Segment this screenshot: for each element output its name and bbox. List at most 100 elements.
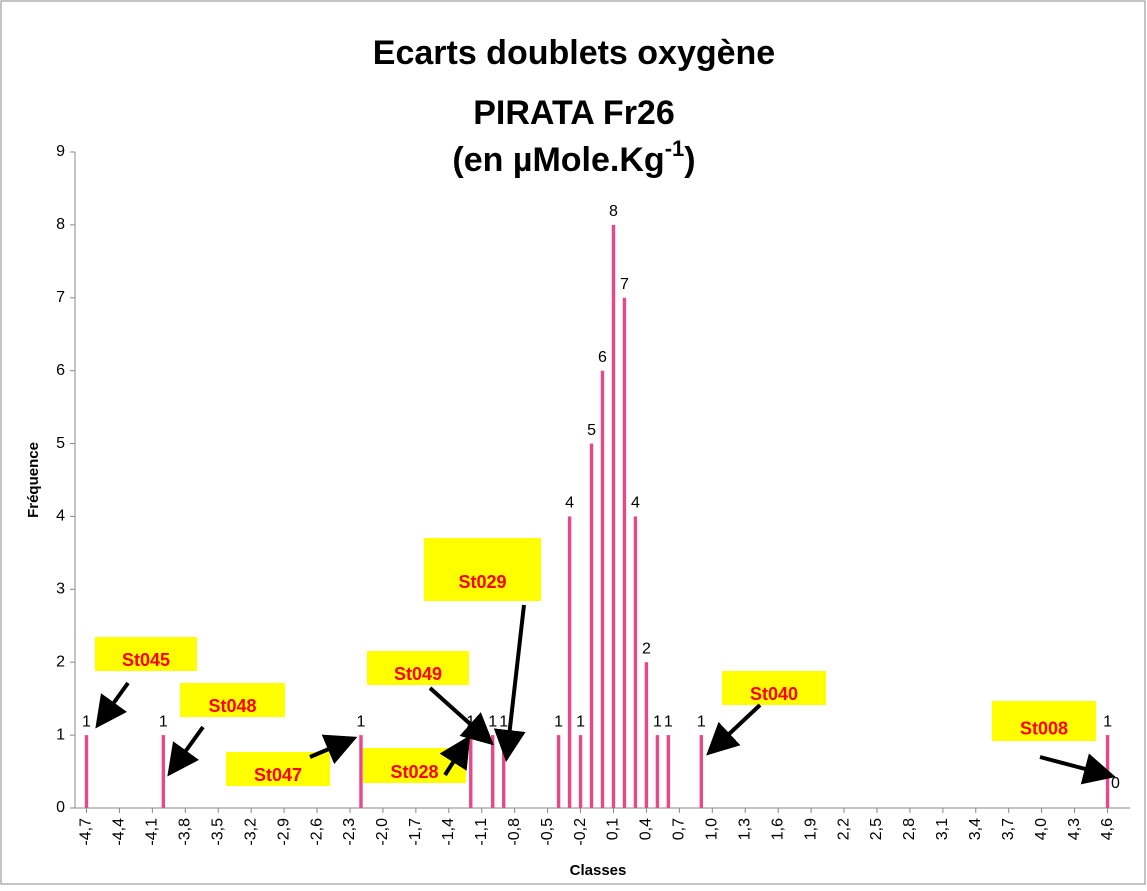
x-tick-label: -4,7	[78, 818, 95, 846]
data-label: 4	[565, 495, 574, 512]
chart-title: PIRATA Fr26	[473, 94, 675, 132]
chart-title: Ecarts doublets oxygène	[373, 34, 775, 72]
x-tick-label: -0,5	[539, 818, 556, 846]
x-tick-label: -2,3	[341, 818, 358, 846]
x-tick-label: -2,6	[308, 818, 325, 846]
annotation-arrow	[706, 703, 762, 756]
bar	[655, 735, 660, 808]
chart-title: (en µMole.Kg-1)	[452, 136, 695, 179]
annotation: St040	[750, 684, 798, 704]
annotation-arrow	[167, 725, 205, 777]
x-tick-label: 1,9	[802, 818, 819, 840]
annotation: St029	[458, 572, 506, 592]
annotation-box	[180, 683, 285, 717]
y-tick-label: 1	[56, 726, 65, 743]
annotation-box	[95, 637, 197, 671]
x-tick-label: 0,1	[605, 818, 622, 840]
data-label: 1	[664, 713, 673, 730]
data-label: 2	[642, 640, 651, 657]
x-tick-label: -0,8	[506, 818, 523, 846]
annotation: St028	[390, 762, 438, 782]
x-tick-label: 0,4	[638, 818, 655, 840]
x-tick-label: 4,0	[1033, 818, 1050, 840]
x-tick-label: 2,5	[868, 818, 885, 840]
data-label: 7	[620, 276, 629, 293]
bar	[644, 662, 649, 808]
annotation-arrow	[493, 604, 526, 762]
x-tick-label: -3,5	[209, 818, 226, 846]
data-label: 1	[357, 713, 366, 730]
data-label: 1	[499, 713, 508, 730]
data-label: 4	[631, 495, 640, 512]
y-axis-label: Fréquence	[25, 442, 42, 518]
bar	[84, 735, 89, 808]
bar	[600, 370, 605, 808]
bar	[556, 735, 561, 808]
bar	[501, 735, 506, 808]
y-tick-label: 7	[56, 289, 65, 306]
annotation: St045	[122, 650, 170, 670]
x-tick-label: -1,7	[407, 818, 424, 846]
annotation-box	[722, 671, 826, 705]
data-label: 1	[554, 713, 563, 730]
x-tick-label: -0,2	[572, 818, 589, 846]
annotation-arrow	[95, 681, 130, 729]
x-tick-label: 0,7	[671, 818, 688, 840]
x-tick-label: 1,6	[769, 818, 786, 840]
x-tick-label: 3,4	[967, 818, 984, 840]
annotation-box	[367, 651, 469, 685]
title-unit: (en µMole.Kg	[452, 141, 664, 179]
x-tick-label: -4,4	[111, 818, 128, 846]
x-tick-label: 3,7	[1000, 818, 1017, 840]
x-tick-label: -1,1	[473, 818, 490, 846]
x-tick-label: -2,9	[275, 818, 292, 846]
x-tick-label: 4,3	[1066, 818, 1083, 840]
x-tick-label: 1,0	[704, 818, 721, 840]
y-tick-label: 5	[56, 435, 65, 452]
annotation-arrow	[309, 734, 358, 765]
annotation-box	[424, 538, 541, 601]
annotation-arrow	[439, 735, 471, 777]
x-tick-label: -3,2	[242, 818, 259, 846]
annotation: St049	[394, 664, 442, 684]
x-tick-label: -1,4	[440, 818, 457, 846]
x-tick-label: -3,8	[177, 818, 194, 846]
bar	[469, 735, 473, 808]
data-label: 8	[609, 203, 618, 220]
data-label: 1	[82, 713, 91, 730]
y-tick-label: 3	[56, 581, 65, 598]
data-label: 1	[159, 713, 168, 730]
bar	[666, 735, 671, 808]
bar	[611, 224, 616, 808]
bar	[491, 735, 495, 808]
y-tick-label: 6	[56, 362, 65, 379]
x-tick-label: 3,1	[934, 818, 951, 840]
x-tick-label: 2,8	[901, 818, 918, 840]
y-tick-label: 4	[56, 508, 65, 525]
data-label: 5	[587, 422, 596, 439]
data-label: 1	[653, 713, 662, 730]
y-tick-label: 8	[56, 216, 65, 233]
bar	[578, 735, 583, 808]
data-label: 1	[576, 713, 585, 730]
data-label: 1	[488, 713, 497, 730]
annotation: St048	[208, 696, 256, 716]
bar	[699, 735, 704, 808]
bar	[359, 735, 363, 808]
title-close: )	[684, 141, 695, 179]
bar	[622, 297, 627, 808]
bar	[1105, 735, 1110, 808]
x-tick-label: -4,1	[144, 818, 161, 846]
annotation: St008	[1020, 719, 1068, 739]
annotation-box	[992, 701, 1096, 741]
annotation-arrow	[428, 686, 494, 746]
annotation-arrow	[1039, 753, 1116, 785]
data-label: 1	[697, 713, 706, 730]
bar	[589, 443, 594, 808]
title-sup: -1	[665, 136, 685, 161]
data-label: 0	[1111, 775, 1120, 792]
data-label: 1	[1103, 713, 1112, 730]
annotation: St047	[254, 765, 302, 785]
